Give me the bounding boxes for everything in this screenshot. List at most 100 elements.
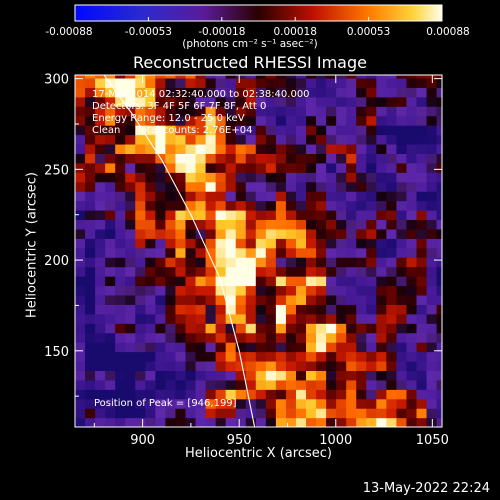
heatmap-cell: [295, 75, 307, 79]
heatmap-cell: [406, 276, 418, 287]
heatmap-cell: [225, 276, 237, 287]
heatmap-cell: [436, 181, 442, 192]
heatmap-cell: [426, 332, 438, 343]
heatmap-cell: [376, 313, 387, 324]
heatmap-cell: [165, 181, 177, 192]
heatmap-cell: [75, 219, 86, 230]
heatmap-cell: [426, 276, 438, 287]
heatmap-cell: [235, 153, 247, 164]
heatmap-cell: [165, 370, 177, 381]
heatmap-cell: [125, 87, 136, 98]
heatmap-cell: [115, 360, 126, 371]
heatmap-cell: [426, 313, 438, 324]
heatmap-cell: [105, 191, 116, 202]
heatmap-cell: [75, 77, 86, 88]
heatmap-cell: [396, 162, 408, 173]
heatmap-cell: [265, 228, 277, 239]
heatmap-cell: [75, 238, 86, 249]
heatmap-cell: [396, 219, 408, 230]
heatmap-cell: [316, 75, 327, 79]
heatmap-cell: [295, 332, 307, 343]
heatmap-cell: [205, 389, 217, 400]
colorbar-tick-label: 0.00053: [347, 26, 390, 38]
heatmap-cell: [326, 285, 337, 296]
heatmap-cell: [185, 408, 197, 419]
heatmap-cell: [215, 143, 227, 154]
heatmap-cell: [165, 228, 177, 239]
heatmap-cell: [366, 417, 377, 427]
heatmap-cell: [185, 294, 197, 305]
heatmap-cell: [306, 172, 317, 183]
heatmap-cell: [285, 398, 297, 409]
heatmap-cell: [356, 200, 367, 211]
heatmap-cell: [215, 257, 227, 268]
heatmap-cell: [406, 332, 418, 343]
heatmap-cell: [75, 313, 86, 324]
heatmap-cell: [105, 200, 116, 211]
heatmap-cell: [165, 408, 177, 419]
heatmap-cell: [265, 219, 277, 230]
heatmap-cell: [416, 115, 428, 126]
heatmap-cell: [406, 285, 418, 296]
heatmap-cell: [346, 332, 357, 343]
heatmap-cell: [376, 106, 387, 117]
heatmap-cell: [265, 106, 277, 117]
heatmap-cell: [356, 181, 367, 192]
heatmap-cell: [376, 379, 387, 390]
heatmap-cell: [135, 266, 146, 277]
heatmap-cell: [145, 389, 156, 400]
heatmap-cell: [386, 96, 398, 107]
heatmap-cell: [205, 209, 217, 221]
heatmap-cell: [225, 379, 237, 390]
heatmap-cell: [265, 285, 277, 296]
annotation-counts: Clean Total counts: 2.76E+04: [92, 125, 253, 136]
heatmap-cell: [275, 342, 287, 353]
heatmap-cell: [285, 247, 297, 258]
heatmap-cell: [326, 134, 337, 145]
heatmap-cell: [85, 106, 96, 117]
heatmap-cell: [95, 389, 106, 400]
heatmap-cell: [245, 389, 257, 400]
heatmap-cell: [225, 115, 237, 126]
heatmap-cell: [195, 77, 207, 88]
heatmap-cell: [255, 313, 267, 324]
heatmap-cell: [265, 257, 277, 268]
heatmap-cell: [396, 342, 408, 353]
heatmap-cell: [85, 398, 96, 409]
heatmap-cell: [386, 181, 398, 192]
heatmap-cell: [75, 143, 86, 154]
heatmap-cell: [436, 143, 442, 154]
heatmap-cell: [205, 96, 217, 107]
heatmap-cell: [346, 285, 357, 296]
heatmap-cell: [416, 162, 428, 173]
heatmap-cell: [235, 360, 247, 371]
heatmap-cell: [275, 332, 287, 343]
heatmap-cell: [185, 417, 197, 427]
heatmap-cell: [225, 351, 237, 362]
heatmap-cell: [185, 228, 197, 239]
heatmap-cell: [376, 408, 387, 419]
heatmap-cell: [205, 342, 217, 353]
heatmap-cell: [295, 134, 307, 145]
heatmap-cell: [165, 389, 177, 400]
heatmap-cell: [205, 285, 217, 296]
heatmap-cell: [336, 304, 347, 315]
heatmap-cell: [306, 75, 317, 79]
heatmap-cell: [205, 247, 217, 258]
heatmap-cell: [386, 276, 398, 287]
heatmap-cell: [436, 96, 442, 107]
heatmap-cell: [205, 294, 217, 305]
heatmap-cell: [205, 153, 217, 164]
heatmap-cell: [326, 332, 337, 343]
heatmap-cell: [135, 153, 146, 164]
heatmap-cell: [376, 115, 387, 126]
heatmap-cell: [436, 191, 442, 202]
heatmap-cell: [275, 125, 287, 136]
heatmap-cell: [316, 398, 327, 409]
heatmap-cell: [145, 172, 156, 183]
heatmap-cell: [436, 75, 442, 79]
heatmap-cell: [275, 257, 287, 268]
heatmap-cell: [165, 125, 177, 136]
heatmap-cell: [255, 162, 267, 173]
heatmap-cell: [306, 379, 317, 390]
